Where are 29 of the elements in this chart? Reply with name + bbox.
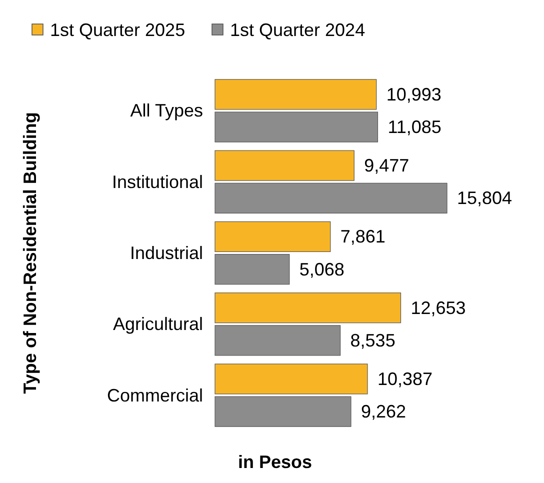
bar (214, 79, 377, 110)
y-tick-label: Industrial (130, 243, 203, 263)
y-tick-label: Institutional (112, 172, 203, 192)
y-tick-label: Agricultural (112, 314, 203, 334)
data-label: 12,653 (410, 298, 466, 318)
data-label: 7,861 (340, 226, 386, 247)
bar (214, 182, 448, 214)
x-axis-title: in Pesos (238, 452, 312, 472)
legend-label: 1st Quarter 2024 (230, 20, 366, 40)
data-label: 10,387 (377, 368, 433, 389)
bar (214, 325, 341, 356)
bar (214, 292, 402, 324)
data-label: 10,993 (386, 84, 442, 104)
bar (214, 364, 368, 394)
y-tick-label: All Types (130, 100, 203, 121)
bar (214, 221, 331, 252)
bar (214, 112, 378, 142)
bar (214, 396, 352, 427)
y-tick-label: Commercial (106, 385, 203, 406)
data-label: 9,262 (360, 402, 406, 422)
legend-label: 1st Quarter 2025 (50, 20, 186, 40)
y-axis-title: Type of Non-Residential Building (20, 112, 40, 394)
data-label: 8,535 (350, 330, 396, 350)
data-label: 15,804 (457, 188, 512, 208)
data-label: 5,068 (299, 259, 344, 280)
bar (214, 254, 290, 285)
data-label: 9,477 (364, 156, 410, 176)
bar (214, 150, 354, 181)
data-label: 11,085 (388, 117, 442, 138)
